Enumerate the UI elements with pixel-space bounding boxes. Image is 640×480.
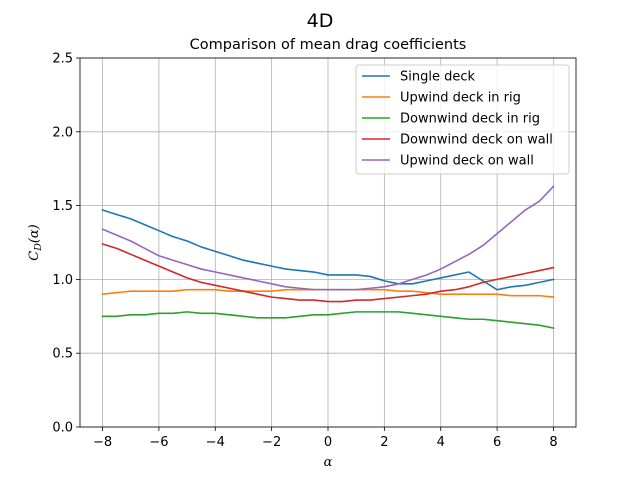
x-tick-label: 6: [493, 435, 501, 450]
x-tick-label: −6: [149, 435, 168, 450]
x-tick-label: −2: [262, 435, 281, 450]
series-line-1: [101, 209, 555, 291]
y-axis-label: CD(α): [27, 224, 44, 261]
x-axis-label: α: [324, 455, 333, 470]
series-line-4: [101, 242, 555, 303]
y-axis-label-main: C: [27, 251, 42, 261]
x-tick-label: 4: [437, 435, 445, 450]
legend-entry-label: Upwind deck on wall: [400, 154, 534, 169]
y-tick-label: 2.5: [52, 52, 73, 67]
series-line-5: [101, 185, 555, 291]
legend: Single deck Upwind deck in rig Downwind de…: [355, 64, 570, 175]
x-tick-label: −4: [206, 435, 225, 450]
legend-entry-label: Downwind deck on wall: [400, 133, 553, 148]
x-tick-label: 0: [324, 435, 332, 450]
y-tick-label: 0.0: [52, 421, 73, 436]
y-axis-label-subscript: D: [33, 243, 44, 252]
tick-layer: −8 −6 −4 −2 0 2 4 6 8 0.0 0.5 1.0 1.5 2.0 2.5: [52, 52, 557, 451]
x-tick-label: 2: [380, 435, 388, 450]
y-tick-label: 1.0: [52, 273, 73, 288]
y-tick-label: 1.5: [52, 199, 73, 214]
legend-entry-label: Downwind deck in rig: [400, 112, 540, 127]
x-tick-label: 8: [549, 435, 557, 450]
figure-suptitle: 4D: [307, 10, 334, 32]
chart-title: Comparison of mean drag coefficients: [190, 37, 467, 53]
legend-entry-label: Single deck: [400, 70, 475, 85]
legend-box: [355, 64, 570, 175]
series-line-3: [101, 311, 555, 330]
legend-entry-label: Upwind deck in rig: [400, 91, 521, 106]
y-axis-label-tail: (α): [27, 224, 42, 243]
y-tick-label: 2.0: [52, 125, 73, 140]
y-tick-label: 0.5: [52, 347, 73, 362]
x-tick-label: −8: [93, 435, 112, 450]
series-layer: [101, 185, 555, 330]
